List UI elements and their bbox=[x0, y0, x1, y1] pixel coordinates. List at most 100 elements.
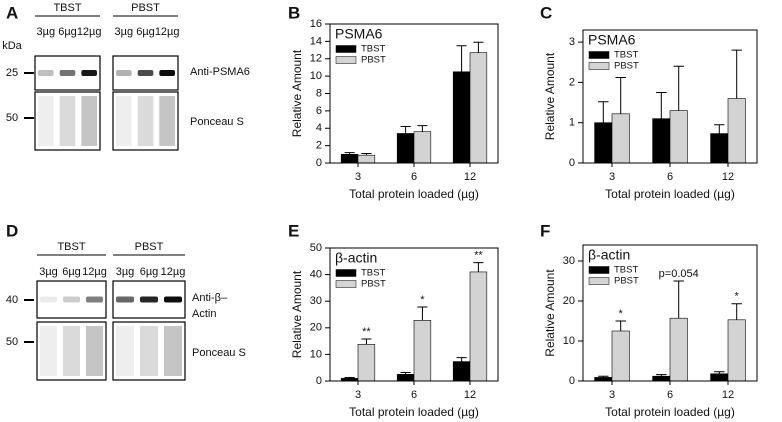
x-tick-label: 6 bbox=[667, 171, 673, 183]
error-bar bbox=[673, 280, 684, 319]
error-bar bbox=[361, 338, 372, 345]
lane-label: 3µg bbox=[37, 26, 56, 38]
plot-frame bbox=[329, 247, 499, 382]
x-axis-label: Total protein loaded (µg) bbox=[605, 405, 735, 419]
group-label: PBST bbox=[135, 241, 164, 253]
y-tick-label: 6 bbox=[316, 105, 322, 117]
bar bbox=[413, 131, 432, 164]
group-label: PBST bbox=[131, 2, 160, 14]
stain-lane bbox=[86, 326, 103, 376]
blot-strip bbox=[34, 55, 101, 91]
bar bbox=[727, 319, 746, 382]
error-bar bbox=[344, 377, 355, 379]
error-bar bbox=[473, 262, 484, 272]
x-tick-label: 3 bbox=[355, 389, 361, 401]
y-tick-label: 16 bbox=[310, 18, 322, 30]
x-axis-label: Total protein loaded (µg) bbox=[349, 187, 479, 201]
marker-label: 25 bbox=[6, 67, 18, 79]
error-bar bbox=[714, 371, 725, 374]
y-tick-label: 0 bbox=[569, 157, 575, 169]
error-bar bbox=[456, 357, 467, 362]
error-bar bbox=[731, 49, 742, 99]
blot-band bbox=[63, 296, 80, 303]
blot-band bbox=[159, 70, 175, 76]
legend-swatch bbox=[335, 45, 357, 53]
y-tick-label: 10 bbox=[310, 70, 322, 82]
blot-band bbox=[116, 70, 132, 76]
legend-swatch bbox=[588, 62, 610, 70]
bar bbox=[727, 98, 746, 164]
error-bar bbox=[656, 374, 667, 377]
blot-band bbox=[38, 70, 54, 76]
marker-label: 50 bbox=[6, 112, 18, 124]
error-bar bbox=[598, 375, 609, 378]
x-tick-label: 6 bbox=[411, 389, 417, 401]
blot-band bbox=[164, 296, 182, 303]
panel-letter: D bbox=[6, 221, 18, 240]
stain-lane bbox=[40, 326, 57, 376]
x-tick-label: 6 bbox=[411, 171, 417, 183]
bar bbox=[611, 113, 630, 164]
y-tick-label: 30 bbox=[310, 295, 322, 307]
stain-lane bbox=[116, 326, 134, 376]
blot-band bbox=[59, 70, 76, 76]
x-tick-label: 12 bbox=[464, 171, 476, 183]
legend-swatch bbox=[588, 51, 610, 59]
error-bar bbox=[417, 125, 428, 132]
stain-label: Ponceau S bbox=[190, 116, 244, 128]
bar bbox=[452, 361, 471, 382]
error-bar bbox=[400, 371, 411, 375]
legend-label: PBST bbox=[614, 61, 639, 72]
chart-title: β-actin bbox=[335, 250, 377, 266]
bar bbox=[469, 52, 488, 164]
lane-label: 6µg bbox=[136, 26, 155, 38]
y-tick-label: 14 bbox=[310, 35, 322, 47]
marker-label: 50 bbox=[6, 336, 18, 348]
annotation: ** bbox=[474, 250, 483, 262]
stain-lane bbox=[159, 96, 175, 146]
bar bbox=[669, 317, 688, 382]
blot-band bbox=[81, 70, 97, 76]
panel-letter: A bbox=[6, 3, 18, 22]
y-tick-label: 0 bbox=[316, 375, 322, 387]
legend-swatch bbox=[335, 56, 357, 64]
annotation: ** bbox=[362, 326, 371, 338]
y-tick-label: 0 bbox=[316, 157, 322, 169]
marker-label: 40 bbox=[6, 294, 18, 306]
legend-label: TBST bbox=[614, 50, 638, 61]
x-tick-label: 6 bbox=[667, 389, 673, 401]
antibody-label: Anti-β– bbox=[192, 292, 228, 304]
blot-band bbox=[116, 296, 134, 303]
y-tick-label: 10 bbox=[563, 335, 575, 347]
lane-label: 3µg bbox=[39, 266, 58, 278]
kda-label: kDa bbox=[2, 40, 22, 52]
x-tick-label: 12 bbox=[722, 389, 734, 401]
y-tick-label: 30 bbox=[563, 255, 575, 267]
blot-strip bbox=[112, 280, 186, 319]
x-axis-label: Total protein loaded (µg) bbox=[605, 187, 735, 201]
bar bbox=[710, 133, 729, 164]
lane-label: 12µg bbox=[82, 266, 107, 278]
blot-strip bbox=[36, 280, 107, 319]
panel-letter: B bbox=[288, 3, 300, 22]
error-bar bbox=[361, 152, 372, 156]
error-bar bbox=[473, 41, 484, 53]
y-tick-label: 0 bbox=[569, 375, 575, 387]
chart-title: β-actin bbox=[588, 247, 630, 263]
lane-label: 3µg bbox=[116, 266, 135, 278]
chart-title: PSMA6 bbox=[335, 26, 383, 42]
y-tick-label: 50 bbox=[310, 242, 322, 254]
lane-label: 12µg bbox=[77, 26, 102, 38]
y-tick-label: 10 bbox=[310, 348, 322, 360]
panel-letter: F bbox=[540, 221, 550, 240]
plot-frame bbox=[582, 244, 758, 382]
bar bbox=[340, 154, 359, 164]
y-tick-label: 20 bbox=[563, 295, 575, 307]
stain-strip bbox=[112, 91, 179, 151]
bar bbox=[396, 133, 415, 164]
bar bbox=[652, 118, 671, 164]
y-tick-label: 1 bbox=[569, 117, 575, 129]
bar bbox=[710, 373, 729, 382]
x-axis-label: Total protein loaded (µg) bbox=[349, 405, 479, 419]
